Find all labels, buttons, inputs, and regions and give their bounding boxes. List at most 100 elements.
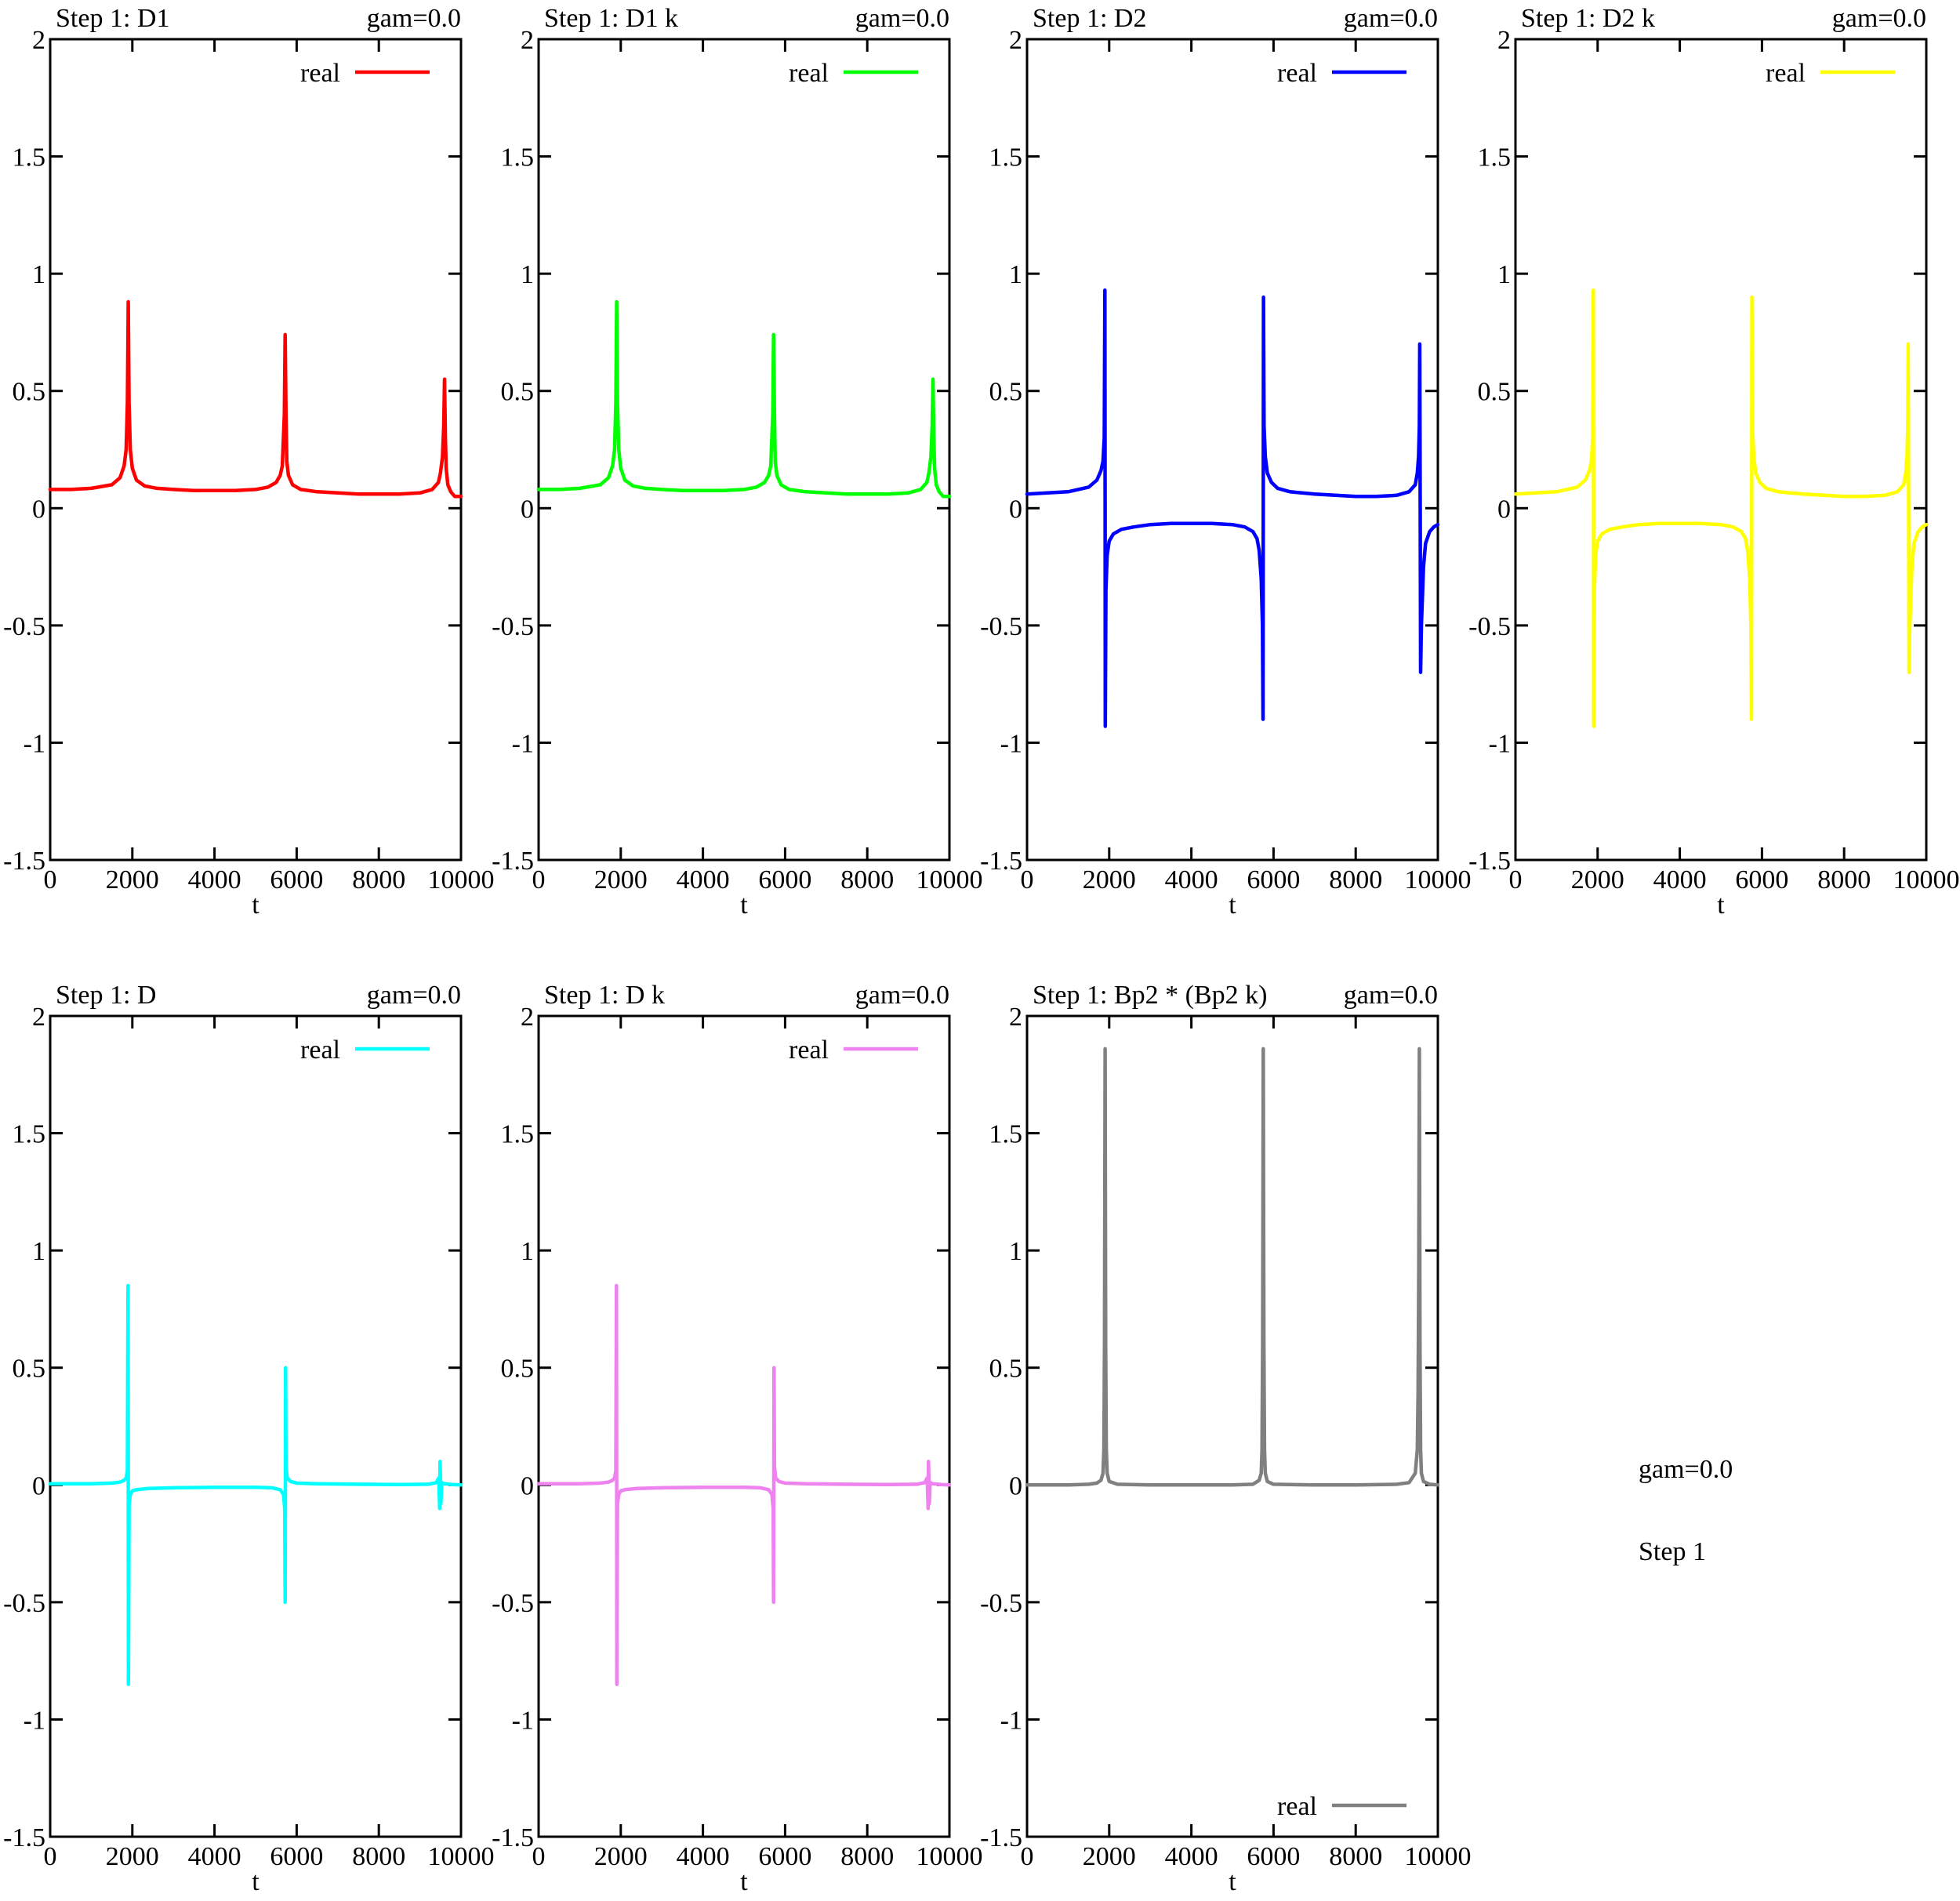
- x-tick-label: 10000: [1405, 865, 1472, 894]
- y-tick-label: 0.5: [501, 1355, 535, 1384]
- y-tick-label: 1: [32, 1237, 45, 1266]
- chart-panel-1: 21.510.50-0.5-1-1.50 2000 4000 6000 8000 1000…: [3, 4, 494, 920]
- y-tick-label: 0.5: [1478, 378, 1512, 407]
- y-tick-label: 1: [1009, 1237, 1022, 1266]
- chart-panel-5: 21.510.50-0.5-1-1.50 2000 4000 6000 8000 1000…: [3, 981, 494, 1896]
- y-tick-label: -1: [1489, 729, 1511, 758]
- y-tick-label: -1: [512, 1706, 534, 1735]
- side-note-step: Step 1: [1639, 1537, 1706, 1566]
- y-tick-label: 1.5: [13, 1120, 46, 1149]
- y-tick-label: 0: [1009, 495, 1022, 524]
- x-tick-label: 10000: [428, 1842, 495, 1871]
- y-tick-label: -1.5: [3, 847, 45, 876]
- x-tick-label: 4000: [188, 865, 241, 894]
- plot-frame: [1514, 38, 1928, 862]
- x-axis-label: t: [252, 891, 260, 920]
- y-tick-label: 1: [1009, 260, 1022, 289]
- chart-subtitle: gam=0.0: [1344, 981, 1438, 1010]
- x-tick-label: 6000: [1247, 865, 1300, 894]
- plot-frame: [1025, 38, 1439, 862]
- x-tick-label: 4000: [1165, 1842, 1218, 1871]
- y-tick-label: -0.5: [3, 612, 45, 641]
- series-line-real: [536, 299, 952, 499]
- y-tick-label: -1.5: [1468, 847, 1511, 876]
- y-tick-label: -0.5: [980, 1589, 1022, 1618]
- y-tick-label: -0.5: [980, 612, 1022, 641]
- y-tick-label: 2: [32, 26, 45, 55]
- x-tick-label: 8000: [352, 865, 405, 894]
- series-line-real: [1513, 288, 1929, 728]
- chart-title: Step 1: D1: [56, 4, 169, 33]
- y-tick-label: -1.5: [980, 1823, 1022, 1852]
- x-tick-label: 8000: [1329, 1842, 1382, 1871]
- y-tick-label: 0: [521, 495, 534, 524]
- x-tick-label: 6000: [758, 865, 811, 894]
- x-tick-label: 0: [1021, 865, 1034, 894]
- y-tick-label: -0.5: [492, 1589, 534, 1618]
- y-tick-label: 0: [1009, 1471, 1022, 1500]
- y-tick-label: 2: [1497, 26, 1511, 55]
- x-tick-label: 2000: [1571, 865, 1624, 894]
- x-tick-label: 0: [532, 865, 546, 894]
- y-tick-label: -0.5: [1468, 612, 1511, 641]
- y-tick-label: 1.5: [1478, 143, 1512, 172]
- y-tick-label: 1.5: [501, 143, 535, 172]
- chart-subtitle: gam=0.0: [855, 4, 949, 33]
- x-tick-label: 10000: [1893, 865, 1960, 894]
- x-tick-label: 4000: [1165, 865, 1218, 894]
- y-tick-label: 2: [32, 1003, 45, 1032]
- x-tick-label: 4000: [1653, 865, 1707, 894]
- plot-frame: [537, 38, 951, 862]
- y-tick-label: -1.5: [980, 847, 1022, 876]
- chart-subtitle: gam=0.0: [367, 4, 461, 33]
- y-tick-label: 1: [521, 260, 534, 289]
- x-tick-label: 0: [1021, 1842, 1034, 1871]
- x-axis-label: t: [1717, 891, 1725, 920]
- y-tick-label: 2: [1009, 26, 1022, 55]
- side-note-gam: gam=0.0: [1639, 1455, 1733, 1484]
- y-tick-label: 0: [1497, 495, 1511, 524]
- chart-title: Step 1: D2: [1033, 4, 1146, 33]
- y-tick-label: 2: [1009, 1003, 1022, 1032]
- x-axis-label: t: [252, 1867, 260, 1896]
- chart-panel-3: 21.510.50-0.5-1-1.50 2000 4000 6000 8000 1000…: [980, 4, 1471, 920]
- y-tick-label: 1: [32, 260, 45, 289]
- x-axis-label: t: [740, 891, 748, 920]
- y-tick-label: 2: [521, 1003, 534, 1032]
- legend-label: real: [789, 1036, 829, 1065]
- x-tick-label: 10000: [428, 865, 495, 894]
- chart-title: Step 1: D2 k: [1521, 4, 1655, 33]
- x-axis-label: t: [1229, 891, 1236, 920]
- y-tick-label: 0: [32, 1471, 45, 1500]
- y-tick-label: 0.5: [501, 378, 535, 407]
- legend-label: real: [1766, 59, 1806, 88]
- chart-subtitle: gam=0.0: [367, 981, 461, 1010]
- plot-frame: [537, 1014, 951, 1838]
- y-tick-label: 1.5: [13, 143, 46, 172]
- x-tick-label: 4000: [677, 865, 730, 894]
- chart-panel-4: 21.510.50-0.5-1-1.50 2000 4000 6000 8000 1000…: [1468, 4, 1959, 920]
- y-tick-label: -1: [512, 729, 534, 758]
- chart-title: Step 1: D: [56, 981, 156, 1010]
- legend-label: real: [300, 59, 340, 88]
- series-line-real: [536, 1283, 952, 1686]
- x-axis-label: t: [740, 1867, 748, 1896]
- x-tick-label: 10000: [916, 1842, 983, 1871]
- y-tick-label: -0.5: [492, 612, 534, 641]
- y-tick-label: -0.5: [3, 1589, 45, 1618]
- y-tick-label: 1.5: [989, 1120, 1023, 1149]
- plot-frame: [1025, 1014, 1439, 1838]
- x-tick-label: 6000: [1735, 865, 1788, 894]
- y-tick-label: -1.5: [492, 1823, 534, 1852]
- y-tick-label: -1: [1000, 729, 1022, 758]
- x-tick-label: 6000: [1247, 1842, 1300, 1871]
- x-tick-label: 2000: [1083, 1842, 1136, 1871]
- chart-subtitle: gam=0.0: [855, 981, 949, 1010]
- chart-subtitle: gam=0.0: [1344, 4, 1438, 33]
- legend-label: real: [1277, 1792, 1317, 1821]
- chart-panel-7: 21.510.50-0.5-1-1.50 2000 4000 6000 8000 1000…: [980, 981, 1471, 1896]
- chart-title: Step 1: D1 k: [544, 4, 678, 33]
- y-tick-label: 1.5: [989, 143, 1023, 172]
- x-tick-label: 0: [44, 1842, 57, 1871]
